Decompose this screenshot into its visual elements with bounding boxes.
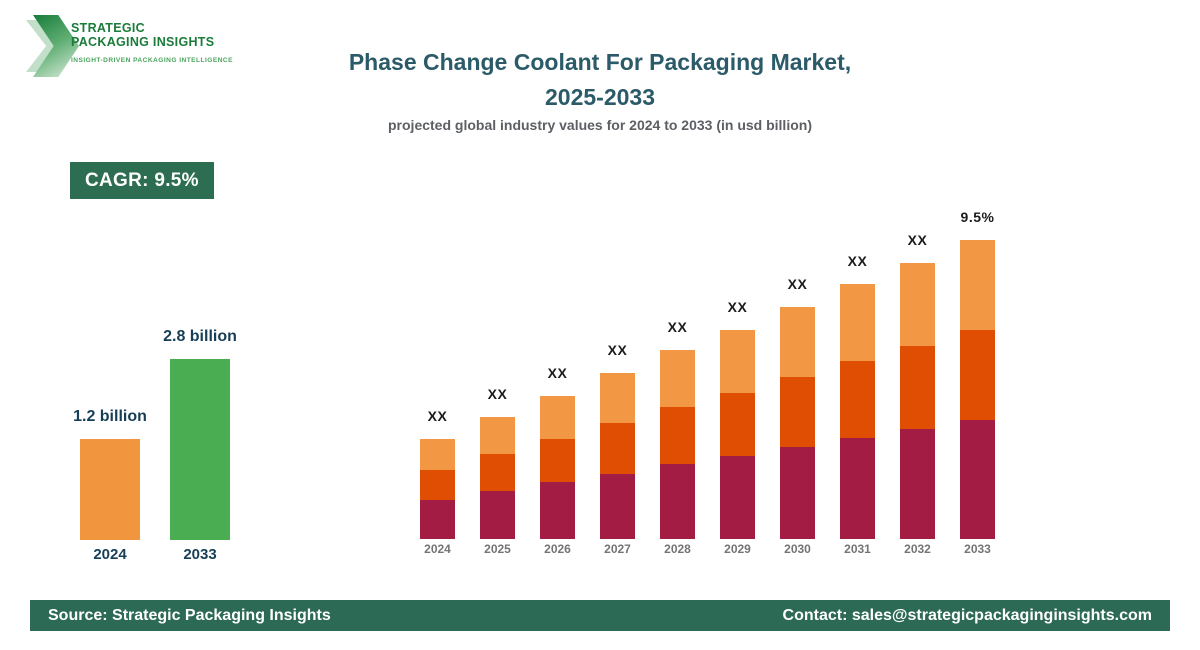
bar-value-label-2024: XX xyxy=(427,408,448,424)
page-title-line1: Phase Change Coolant For Packaging Marke… xyxy=(348,49,852,75)
bar-segment-bottom-2031 xyxy=(840,438,875,539)
bar-segment-top-2024 xyxy=(420,439,455,470)
mini-bar-value-2024: 1.2 billion xyxy=(73,408,147,425)
bar-segment-top-2025 xyxy=(480,417,515,454)
bar-segment-middle-2033 xyxy=(960,330,995,420)
bar-segment-middle-2026 xyxy=(540,439,575,482)
axis-label-2024: 2024 xyxy=(424,542,451,556)
bar-segment-bottom-2028 xyxy=(660,464,695,539)
cagr-badge: CAGR: 9.5% xyxy=(70,162,214,199)
bar-segment-bottom-2032 xyxy=(900,429,935,539)
brand-logo-text: STRATEGIC PACKAGING INSIGHTS INSIGHT-DRI… xyxy=(71,21,233,64)
brand-tagline: INSIGHT-DRIVEN PACKAGING INTELLIGENCE xyxy=(71,57,233,64)
bar-segment-middle-2030 xyxy=(780,377,815,447)
mini-bar-value-2033: 2.8 billion xyxy=(163,328,237,345)
bar-segment-middle-2032 xyxy=(900,346,935,429)
brand-name-line2: PACKAGING INSIGHTS xyxy=(71,34,215,49)
bar-segment-top-2028 xyxy=(660,350,695,407)
page-title: Phase Change Coolant For Packaging Marke… xyxy=(150,45,1050,115)
brand-logo: STRATEGIC PACKAGING INSIGHTS INSIGHT-DRI… xyxy=(26,13,290,79)
axis-label-2027: 2027 xyxy=(604,542,631,556)
bar-segment-middle-2029 xyxy=(720,393,755,456)
bar-value-label-2025: XX xyxy=(487,386,508,402)
footer-contact: Contact: sales@strategicpackaginginsight… xyxy=(782,606,1152,624)
bar-segment-bottom-2025 xyxy=(480,491,515,539)
bar-value-label-2031: XX xyxy=(847,253,868,269)
mini-bar-2033 xyxy=(170,359,230,540)
axis-label-2031: 2031 xyxy=(844,542,871,556)
bar-value-label-2030: XX xyxy=(787,276,808,292)
bar-segment-middle-2031 xyxy=(840,361,875,438)
axis-label-2026: 2026 xyxy=(544,542,571,556)
bar-segment-top-2029 xyxy=(720,330,755,393)
axis-label-2025: 2025 xyxy=(484,542,511,556)
bar-value-label-2033: 9.5% xyxy=(960,209,995,225)
bar-segment-middle-2027 xyxy=(600,423,635,474)
bar-segment-top-2033 xyxy=(960,240,995,330)
bar-segment-top-2030 xyxy=(780,307,815,377)
footer-source: Source: Strategic Packaging Insights xyxy=(48,606,331,624)
bar-segment-middle-2028 xyxy=(660,407,695,464)
bar-segment-middle-2025 xyxy=(480,454,515,491)
main-chart: XX 2024 XX 2025 XX 2026 XX 2027 XX 2028 XX 2029 XX 20… xyxy=(420,189,995,555)
footer-bar: Source: Strategic Packaging Insights Con… xyxy=(30,600,1170,631)
bar-segment-middle-2024 xyxy=(420,470,455,500)
bar-value-label-2026: XX xyxy=(547,365,568,381)
brand-name-line1: STRATEGIC xyxy=(71,21,145,35)
mini-chart: 1.2 billion 2024 2.8 billion 2033 xyxy=(73,300,237,563)
page-title-line2: 2025-2033 xyxy=(545,84,655,110)
axis-label-2029: 2029 xyxy=(724,542,751,556)
bar-segment-top-2026 xyxy=(540,396,575,439)
bar-value-label-2028: XX xyxy=(667,319,688,335)
bar-segment-bottom-2027 xyxy=(600,474,635,539)
axis-label-2033: 2033 xyxy=(964,542,991,556)
bar-segment-top-2027 xyxy=(600,373,635,423)
axis-label-2028: 2028 xyxy=(664,542,691,556)
bar-segment-bottom-2024 xyxy=(420,500,455,539)
mini-bar-2024 xyxy=(80,439,140,540)
bar-segment-bottom-2030 xyxy=(780,447,815,539)
axis-label-2030: 2030 xyxy=(784,542,811,556)
bar-segment-top-2032 xyxy=(900,263,935,346)
mini-axis-label-2024: 2024 xyxy=(93,546,127,563)
bar-segment-bottom-2033 xyxy=(960,420,995,539)
mini-axis-label-2033: 2033 xyxy=(183,546,217,563)
page-subtitle: projected global industry values for 202… xyxy=(388,117,812,133)
bar-segment-bottom-2029 xyxy=(720,456,755,539)
bar-segment-bottom-2026 xyxy=(540,482,575,539)
bar-value-label-2027: XX xyxy=(607,342,628,358)
bar-segment-top-2031 xyxy=(840,284,875,361)
bar-value-label-2032: XX xyxy=(907,232,928,248)
bar-value-label-2029: XX xyxy=(727,299,748,315)
chevron-arrow-icon xyxy=(26,15,79,77)
axis-label-2032: 2032 xyxy=(904,542,931,556)
